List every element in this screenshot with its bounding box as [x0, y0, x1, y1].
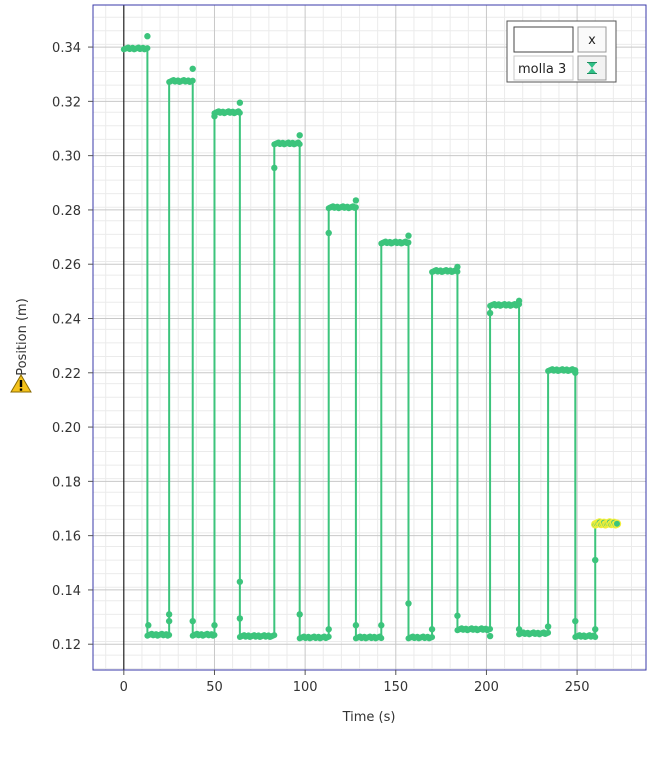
legend-item-label: molla 3	[518, 62, 566, 77]
x-tick-label: 200	[474, 680, 499, 695]
data-point	[487, 625, 494, 632]
data-point	[236, 578, 244, 585]
plot-area[interactable]	[92, 4, 647, 671]
data-point	[515, 297, 523, 305]
data-point	[592, 626, 599, 633]
y-tick-label: 0.16	[52, 530, 81, 545]
data-point	[352, 197, 360, 204]
data-point	[378, 622, 385, 629]
y-tick-label: 0.12	[52, 638, 81, 653]
data-point	[236, 99, 244, 106]
data-point	[236, 615, 244, 622]
data-point	[211, 113, 218, 120]
y-tick-label: 0.26	[52, 258, 81, 273]
data-point	[271, 164, 278, 172]
data-point	[189, 617, 196, 625]
data-point	[166, 632, 173, 639]
data-point	[429, 634, 436, 641]
data-point	[545, 629, 552, 636]
data-point	[592, 634, 599, 641]
data-point	[378, 635, 385, 642]
y-tick-label: 0.34	[52, 41, 81, 56]
data-point	[296, 132, 303, 139]
ticks: 0 50 100 150 200 250 0.12 0.14 0.16 0.18 0.20 0.22 0…	[52, 41, 589, 695]
data-point	[572, 617, 579, 625]
legend-close-button[interactable]	[577, 26, 607, 53]
data-point	[236, 109, 243, 116]
data-point	[454, 612, 461, 619]
data-point	[405, 600, 412, 607]
data-point	[325, 626, 332, 633]
x-tick-label: 0	[120, 680, 128, 695]
data-point	[189, 77, 196, 84]
data-point	[405, 239, 412, 246]
y-tick-label: 0.18	[52, 475, 81, 490]
data-point	[211, 632, 218, 639]
data-point	[428, 626, 436, 633]
data-point	[352, 204, 359, 211]
x-tick-label: 150	[383, 680, 408, 695]
series-molla-3	[120, 33, 622, 642]
y-axis-title: Position (m)	[15, 298, 30, 376]
data-point	[572, 369, 579, 376]
y-tick-label: 0.28	[52, 204, 81, 219]
x-tick-label: 250	[565, 680, 590, 695]
x-tick-label: 100	[293, 680, 318, 695]
data-point	[144, 33, 151, 40]
y-axis-title-group: Position (m)	[15, 298, 30, 376]
y-tick-label: 0.14	[52, 584, 81, 599]
data-point	[189, 65, 196, 72]
legend-filter-input[interactable]	[513, 26, 574, 53]
y-tick-label: 0.22	[52, 367, 81, 382]
data-point	[165, 617, 173, 625]
data-point	[592, 556, 599, 564]
data-point	[165, 611, 173, 618]
x-tick-label: 50	[206, 680, 223, 695]
data-point	[454, 263, 461, 271]
data-point	[352, 622, 360, 629]
y-tick-label: 0.20	[52, 421, 81, 436]
data-point	[271, 632, 278, 639]
data-point	[515, 626, 523, 633]
legend: x molla 3	[506, 20, 617, 83]
y-tick-label: 0.24	[52, 313, 81, 328]
data-point	[544, 623, 552, 630]
data-point	[613, 520, 620, 527]
hourglass-icon	[587, 62, 597, 74]
data-point	[325, 633, 332, 640]
legend-close-label: x	[588, 33, 596, 48]
data-point	[144, 45, 151, 52]
data-point	[454, 268, 461, 275]
data-point	[486, 309, 494, 317]
data-point	[296, 611, 303, 618]
data-point	[211, 622, 218, 629]
y-tick-label: 0.32	[52, 95, 81, 110]
data-point	[405, 232, 412, 239]
data-point	[325, 229, 332, 237]
warning-triangle-icon[interactable]	[10, 374, 32, 393]
data-point	[296, 141, 303, 148]
legend-item-molla-3[interactable]	[513, 55, 574, 81]
data-point	[145, 622, 152, 629]
y-tick-label: 0.30	[52, 150, 81, 165]
x-axis-title: Time (s)	[342, 710, 396, 725]
data-point	[486, 632, 494, 640]
